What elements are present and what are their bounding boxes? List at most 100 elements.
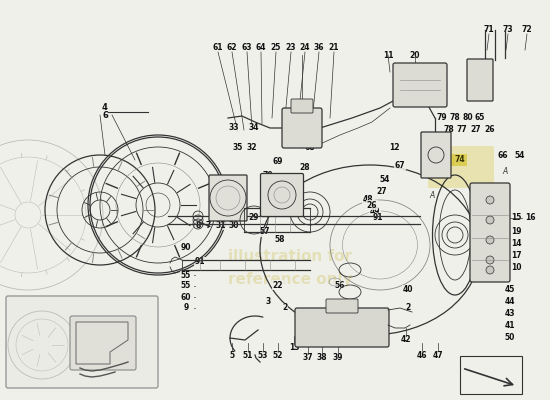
FancyBboxPatch shape (393, 63, 447, 107)
Text: 50: 50 (505, 334, 515, 342)
Text: 1: 1 (302, 310, 307, 320)
Text: 79: 79 (437, 114, 447, 122)
Text: 57: 57 (260, 228, 270, 236)
Text: 78: 78 (450, 114, 460, 122)
Text: 32: 32 (247, 144, 257, 152)
Text: 73: 73 (503, 26, 513, 34)
Text: 29: 29 (249, 214, 259, 222)
Text: 15: 15 (511, 214, 521, 222)
Text: A: A (430, 190, 434, 200)
Text: 3: 3 (265, 298, 271, 306)
Text: 89: 89 (61, 375, 71, 381)
Text: 16: 16 (525, 214, 535, 222)
FancyBboxPatch shape (470, 183, 510, 282)
Text: 87: 87 (99, 323, 109, 329)
Text: 12: 12 (389, 144, 399, 152)
Text: 9: 9 (183, 304, 189, 312)
Text: 61: 61 (213, 44, 223, 52)
Text: 69: 69 (273, 158, 283, 166)
Text: 80: 80 (463, 114, 474, 122)
Text: 84: 84 (33, 375, 43, 381)
Text: 72: 72 (522, 26, 532, 34)
Circle shape (486, 216, 494, 224)
Text: 21: 21 (329, 44, 339, 52)
Text: 54: 54 (380, 176, 390, 184)
Text: 55: 55 (181, 270, 191, 280)
Text: illustration for
reference only: illustration for reference only (228, 250, 353, 286)
Text: 42: 42 (401, 336, 411, 344)
FancyBboxPatch shape (291, 99, 313, 113)
Circle shape (486, 266, 494, 274)
Text: 88: 88 (75, 375, 85, 381)
Text: 53: 53 (258, 350, 268, 360)
Text: 31: 31 (216, 220, 226, 230)
Text: 2: 2 (405, 304, 411, 312)
Text: 14: 14 (511, 240, 521, 248)
Text: 90: 90 (181, 244, 191, 252)
Text: A: A (502, 168, 508, 176)
Text: 37: 37 (302, 354, 313, 362)
Text: 75: 75 (442, 156, 452, 164)
Text: 82: 82 (117, 375, 127, 381)
Text: 44: 44 (505, 298, 515, 306)
Circle shape (486, 196, 494, 204)
Text: 6: 6 (102, 112, 108, 120)
Text: 67: 67 (395, 160, 405, 170)
Text: 39: 39 (333, 354, 343, 362)
Text: 26: 26 (485, 126, 495, 134)
Text: 46: 46 (417, 350, 427, 360)
Text: 83: 83 (103, 375, 113, 381)
Text: 58: 58 (275, 236, 285, 244)
FancyBboxPatch shape (295, 308, 389, 347)
Text: 8: 8 (195, 220, 201, 230)
Text: 62: 62 (227, 44, 237, 52)
Text: 41: 41 (505, 322, 515, 330)
Text: 7: 7 (205, 220, 211, 230)
Text: 27: 27 (471, 126, 481, 134)
Text: 47: 47 (433, 350, 443, 360)
Text: 68: 68 (305, 144, 315, 152)
Text: 30: 30 (229, 220, 239, 230)
Text: 78: 78 (444, 126, 454, 134)
Text: 26: 26 (367, 200, 377, 210)
FancyBboxPatch shape (209, 175, 247, 221)
Text: 49: 49 (370, 208, 380, 216)
Text: 17: 17 (511, 252, 521, 260)
Text: 10: 10 (511, 264, 521, 272)
Text: 4: 4 (102, 104, 108, 112)
Circle shape (486, 236, 494, 244)
Text: 5: 5 (229, 350, 234, 360)
Text: 77: 77 (456, 126, 468, 134)
Text: 70: 70 (263, 170, 273, 180)
Text: 66: 66 (498, 150, 508, 160)
Text: 85: 85 (47, 375, 57, 381)
Text: 13: 13 (289, 344, 299, 352)
FancyBboxPatch shape (282, 108, 322, 148)
Text: 63: 63 (242, 44, 252, 52)
Text: 22: 22 (273, 280, 283, 290)
Text: 24: 24 (300, 44, 310, 52)
Text: 64: 64 (256, 44, 266, 52)
Text: 27: 27 (377, 188, 387, 196)
Text: 52: 52 (273, 350, 283, 360)
Text: 36: 36 (314, 44, 324, 52)
Text: 55: 55 (181, 282, 191, 290)
Text: 91: 91 (373, 214, 383, 222)
Text: 54: 54 (515, 150, 525, 160)
FancyBboxPatch shape (467, 59, 493, 101)
Text: 19: 19 (511, 228, 521, 236)
Text: 20: 20 (410, 50, 420, 60)
Text: 91: 91 (195, 258, 205, 266)
Text: 38: 38 (317, 354, 327, 362)
FancyBboxPatch shape (6, 296, 158, 388)
Text: 35: 35 (233, 144, 243, 152)
Text: 34: 34 (249, 124, 259, 132)
Text: 33: 33 (229, 124, 239, 132)
FancyBboxPatch shape (261, 174, 304, 216)
Text: 40: 40 (403, 286, 413, 294)
Text: 28: 28 (300, 164, 310, 172)
Text: 74: 74 (455, 156, 465, 164)
FancyBboxPatch shape (326, 299, 358, 313)
Text: 2: 2 (282, 304, 288, 312)
FancyBboxPatch shape (428, 146, 494, 188)
